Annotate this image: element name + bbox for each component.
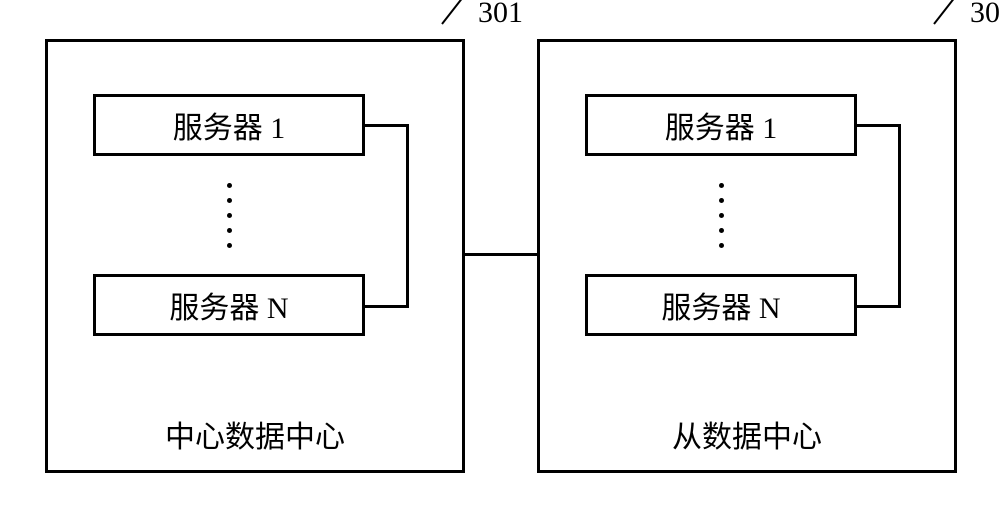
bus-trunk-right (898, 124, 901, 308)
server-1-right: 服务器 1 (585, 94, 857, 156)
bus-trunk-left (406, 124, 409, 308)
interconnect-line (465, 253, 537, 256)
bus-branch-2-right (857, 305, 901, 308)
ellipsis-right (719, 172, 724, 258)
corner-tick-left (423, 39, 443, 42)
server-n-left: 服务器 N (93, 274, 365, 336)
ellipsis-left (227, 172, 232, 258)
diagram-canvas: 服务器 1 服务器 N 中心数据中心 301 服务器 1 服务器 N 从数据 (0, 0, 1000, 514)
server-n-right: 服务器 N (585, 274, 857, 336)
corner-tick-right (915, 39, 935, 42)
bus-branch-2-left (365, 305, 409, 308)
lead-line-left (441, 0, 468, 25)
server-n-right-label: 服务器 N (661, 283, 780, 327)
lead-line-right (933, 0, 960, 25)
server-n-left-label: 服务器 N (169, 283, 288, 327)
datacenter-slave: 服务器 1 服务器 N 从数据中心 (537, 39, 957, 473)
server-1-right-label: 服务器 1 (665, 103, 778, 147)
lead-label-left: 301 (478, 0, 523, 30)
server-1-left: 服务器 1 (93, 94, 365, 156)
datacenter-central: 服务器 1 服务器 N 中心数据中心 (45, 39, 465, 473)
datacenter-slave-title: 从数据中心 (540, 412, 954, 456)
bus-branch-1-right (857, 124, 901, 127)
datacenter-central-title: 中心数据中心 (48, 412, 462, 456)
server-1-left-label: 服务器 1 (173, 103, 286, 147)
lead-label-right: 303 (970, 0, 1000, 30)
bus-branch-1-left (365, 124, 409, 127)
